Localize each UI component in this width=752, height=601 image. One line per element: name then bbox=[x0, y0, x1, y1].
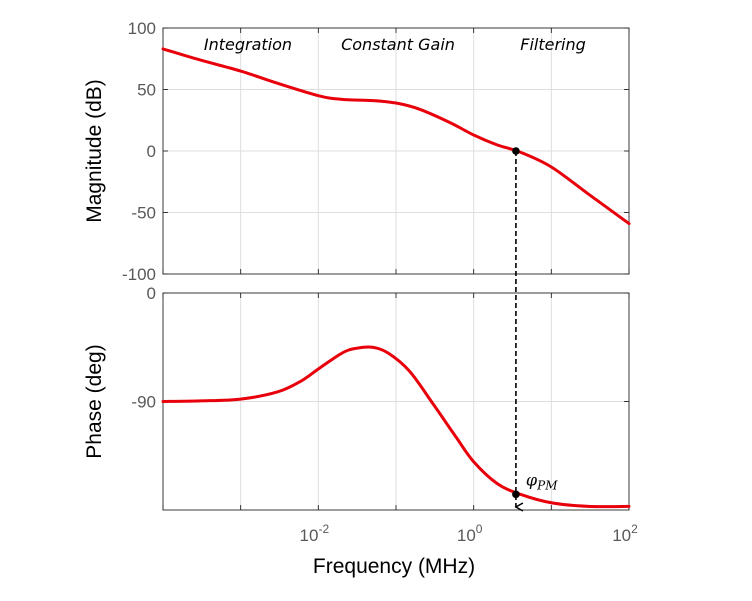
phase-xtick-label: 10-2 bbox=[300, 522, 330, 545]
magnitude-series-line bbox=[161, 47, 631, 226]
region-label: Filtering bbox=[520, 35, 586, 54]
magnitude-ytick-label: 100 bbox=[128, 19, 156, 38]
magnitude-ytick-label: 50 bbox=[137, 81, 156, 100]
phase-xtick-label: 100 bbox=[457, 522, 483, 545]
region-label: Integration bbox=[204, 35, 292, 54]
phase-xlabel: Frequency (MHz) bbox=[313, 555, 475, 578]
phase-ylabel: Phase (deg) bbox=[83, 344, 106, 458]
phase-ytick-label: 0 bbox=[147, 284, 156, 303]
phase-margin-overlay: φPM bbox=[512, 147, 558, 512]
gain-crossover-point bbox=[512, 147, 520, 155]
magnitude-ylabel: Magnitude (dB) bbox=[83, 79, 106, 223]
phase-xtick-label: 102 bbox=[612, 522, 638, 545]
region-label: Constant Gain bbox=[341, 35, 455, 54]
magnitude-ytick-label: 0 bbox=[147, 142, 156, 161]
magnitude-panel: 100 50 0 -50 -100 Magnitude (dB) Integration Co… bbox=[83, 19, 631, 284]
phase-panel: 0 -90 Phase (deg) 10-2 100 102 Frequency (MHz) bbox=[83, 284, 638, 578]
magnitude-ytick-label: -100 bbox=[122, 265, 156, 284]
phase-series-line bbox=[161, 345, 631, 509]
magnitude-ytick-label: -50 bbox=[131, 204, 156, 223]
phase-margin-point bbox=[512, 490, 520, 499]
phase-ytick-label: -90 bbox=[131, 393, 156, 412]
phase-margin-label: φPM bbox=[526, 470, 558, 492]
